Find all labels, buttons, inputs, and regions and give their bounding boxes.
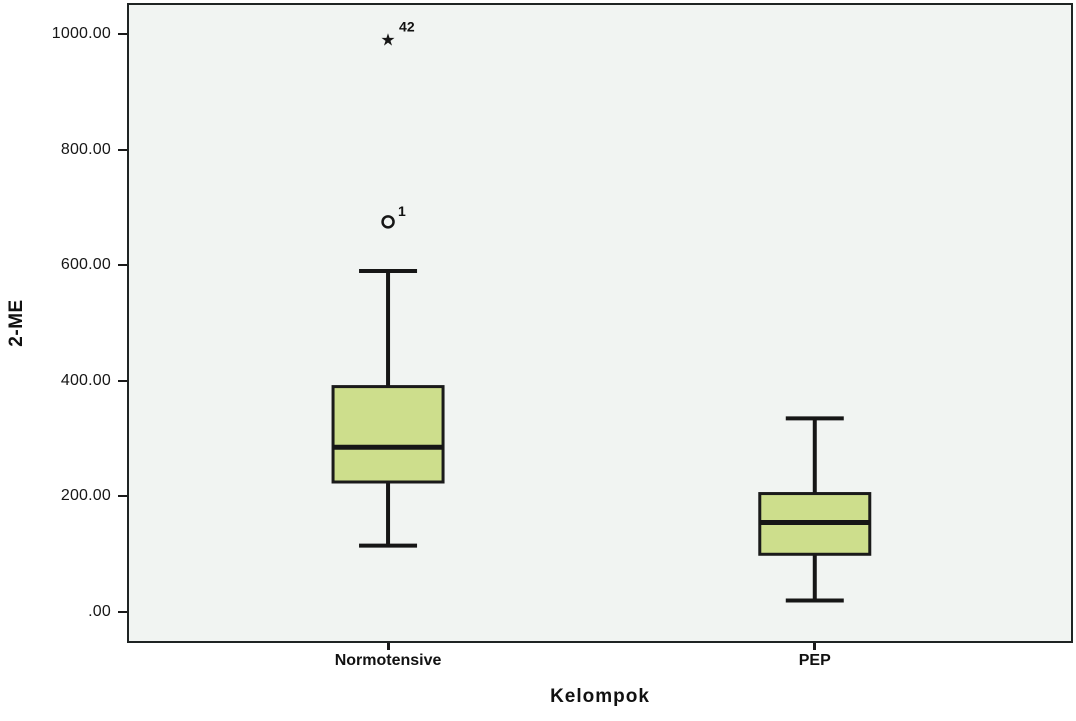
y-tick-label: 800.00: [60, 140, 111, 158]
boxplot-canvas: 1 ★42: [331, 19, 872, 603]
y-axis-title: 2-ME: [6, 299, 27, 347]
y-tick-mark: [118, 611, 127, 614]
y-tick-mark: [118, 379, 127, 382]
y-tick-label: 400.00: [60, 371, 111, 389]
plot-area: 1 ★ 42: [127, 3, 1073, 643]
box-normotensive: [331, 385, 445, 484]
outlier-circle-marker-normotensive: [381, 215, 395, 229]
y-tick-label: 200.00: [60, 487, 111, 505]
x-axis-title: Kelompok: [550, 686, 650, 707]
y-tick-label: .00: [88, 603, 111, 621]
y-tick-mark: [118, 32, 127, 35]
x-category-label-normotensive: Normotensive: [334, 652, 442, 669]
extreme-case-label-normotensive: 42: [399, 19, 415, 35]
y-tick-label: 1000.00: [51, 24, 111, 42]
x-category-label-pep: PEP: [798, 652, 831, 669]
y-tick-mark: [118, 148, 127, 151]
y-tick-mark: [118, 495, 127, 498]
extreme-star-marker-normotensive: ★: [380, 31, 395, 50]
y-tick-mark: [118, 264, 127, 267]
y-tick-label: 600.00: [60, 256, 111, 274]
x-tick-mark: [813, 643, 817, 650]
outlier-case-label-normotensive: 1: [398, 203, 406, 219]
x-tick-mark: [386, 643, 390, 650]
